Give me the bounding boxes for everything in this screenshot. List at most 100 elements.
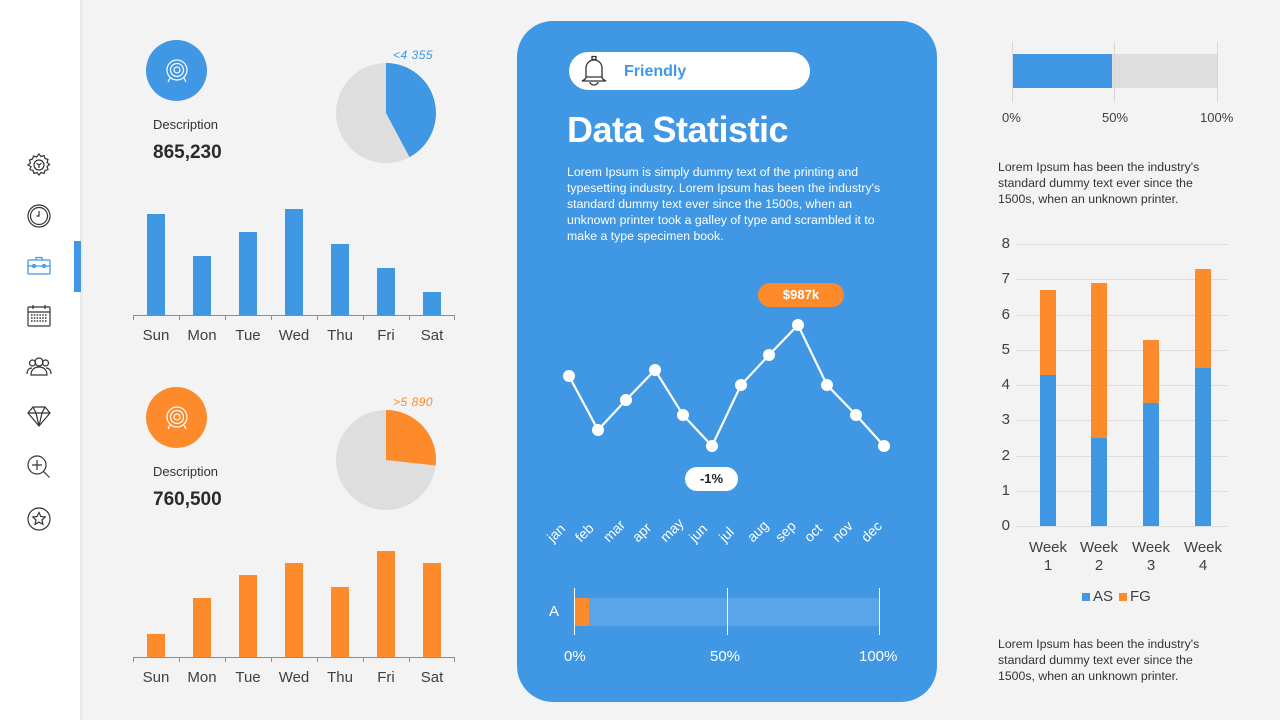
y-label: 0 xyxy=(1001,517,1010,534)
clock-icon xyxy=(27,204,51,228)
calendar-icon xyxy=(27,305,51,327)
bar-tue xyxy=(239,232,257,315)
pie-orange-label: >5 890 xyxy=(393,395,434,409)
bar-mon xyxy=(193,256,211,315)
bar-week4-fg xyxy=(1195,269,1211,368)
tick-label: 0% xyxy=(1002,110,1021,125)
x-label: Week 1 xyxy=(1028,539,1068,574)
tick-label: 50% xyxy=(710,648,741,665)
bar-fri xyxy=(377,268,395,315)
x-label: Thu xyxy=(327,327,353,344)
peak-value-tag: $987k xyxy=(758,283,844,307)
x-label: Week 2 xyxy=(1079,539,1119,574)
y-label: 3 xyxy=(1001,411,1010,428)
grid-line xyxy=(574,588,575,635)
bar-week2-fg xyxy=(1091,283,1107,438)
x-label: Sun xyxy=(142,669,170,686)
sidebar-item-briefcase[interactable] xyxy=(24,251,54,281)
y-label: 4 xyxy=(1001,376,1010,393)
bar-chart-blue: Sun Mon Tue Wed Thu Fri Sat xyxy=(133,200,455,350)
sidebar xyxy=(0,0,80,720)
bar-week1-as xyxy=(1040,375,1056,526)
bar-sat xyxy=(423,292,441,315)
pie-blue-label: <4 355 xyxy=(393,48,434,62)
stat-blue-value: 865,230 xyxy=(153,142,222,163)
tick-label: 0% xyxy=(564,648,586,665)
x-label: Tue xyxy=(235,327,261,344)
x-label: Mon xyxy=(187,669,217,686)
stat-blue-badge xyxy=(146,40,207,101)
legend-item-as: AS xyxy=(1082,588,1113,605)
bar-thu xyxy=(331,244,349,315)
sidebar-item-clock[interactable] xyxy=(24,201,54,231)
y-label: 1 xyxy=(1001,482,1010,499)
stat-blue-label: Description xyxy=(153,117,219,132)
x-label: Thu xyxy=(327,669,353,686)
sidebar-item-diamond[interactable] xyxy=(24,401,54,431)
y-label: 7 xyxy=(1001,270,1010,287)
star-icon xyxy=(27,507,51,531)
x-label: Wed xyxy=(278,669,310,686)
sidebar-item-settings[interactable] xyxy=(24,150,54,180)
x-label: Mon xyxy=(187,327,217,344)
x-label: Week 4 xyxy=(1183,539,1223,574)
sidebar-item-zoom-in[interactable] xyxy=(24,452,54,482)
x-label: Wed xyxy=(278,327,310,344)
bar-week1-fg xyxy=(1040,290,1056,375)
sidebar-item-calendar[interactable] xyxy=(24,301,54,331)
x-label: Sun xyxy=(142,327,170,344)
sidebar-item-favorites[interactable] xyxy=(24,504,54,534)
stacked-bar-chart: 8 7 6 5 4 3 2 1 0 Week 1 Week 2 Week 3 Week… xyxy=(990,235,1230,615)
data-statistic-card: Friendly Data Statistic Lorem Ipsum is s… xyxy=(517,21,937,702)
y-label: 8 xyxy=(1001,235,1010,252)
low-value-tag: -1% xyxy=(685,467,738,491)
grid-line xyxy=(1012,42,1013,102)
grid-line xyxy=(879,588,880,635)
x-label: Fri xyxy=(377,669,395,686)
grid-line xyxy=(727,588,728,635)
diamond-icon xyxy=(27,406,51,427)
tick-label: 100% xyxy=(1200,110,1234,125)
bar-fri xyxy=(377,551,395,657)
x-label: Week 3 xyxy=(1131,539,1171,574)
pie-chart-blue xyxy=(336,63,436,163)
bar-week2-as xyxy=(1091,438,1107,526)
right-progress-fill xyxy=(1012,54,1112,88)
gear-icon xyxy=(26,153,51,176)
tick-label: 50% xyxy=(1102,110,1129,125)
progress-fill xyxy=(574,598,589,626)
tick-label: 100% xyxy=(859,648,898,665)
bar-thu xyxy=(331,587,349,657)
x-label: Sat xyxy=(420,669,444,686)
friendly-pill[interactable] xyxy=(569,52,810,90)
sidebar-item-team[interactable] xyxy=(24,351,54,381)
sidebar-divider xyxy=(80,0,84,720)
friendly-label: Friendly xyxy=(624,63,687,80)
progress-track xyxy=(574,598,879,626)
bar-sun xyxy=(147,634,165,657)
y-label: 6 xyxy=(1001,306,1010,323)
legend-item-fg: FG xyxy=(1119,588,1151,605)
grid-line xyxy=(1114,42,1115,102)
target-icon xyxy=(165,405,188,429)
card-paragraph: Lorem Ipsum is simply dummy text of the … xyxy=(567,165,881,243)
bar-sun xyxy=(147,214,165,315)
right-paragraph-top: Lorem Ipsum has been the industry's stan… xyxy=(998,160,1200,206)
x-axis xyxy=(133,315,455,316)
y-label: 5 xyxy=(1001,341,1010,358)
line-chart xyxy=(563,319,890,452)
y-label: 2 xyxy=(1001,447,1010,464)
right-paragraph-bottom: Lorem Ipsum has been the industry's stan… xyxy=(998,637,1200,683)
x-label: Tue xyxy=(235,669,261,686)
chart-legend: AS FG xyxy=(1082,588,1151,605)
bar-mon xyxy=(193,598,211,657)
bar-week4-as xyxy=(1195,368,1211,526)
pie-chart-orange xyxy=(336,410,437,510)
bar-wed xyxy=(285,209,303,315)
bar-wed xyxy=(285,563,303,657)
x-label: Fri xyxy=(377,327,395,344)
x-label: Sat xyxy=(420,327,444,344)
zoom-in-icon xyxy=(27,455,50,478)
progress-row-label: A xyxy=(549,603,560,620)
bar-week3-fg xyxy=(1143,340,1159,403)
